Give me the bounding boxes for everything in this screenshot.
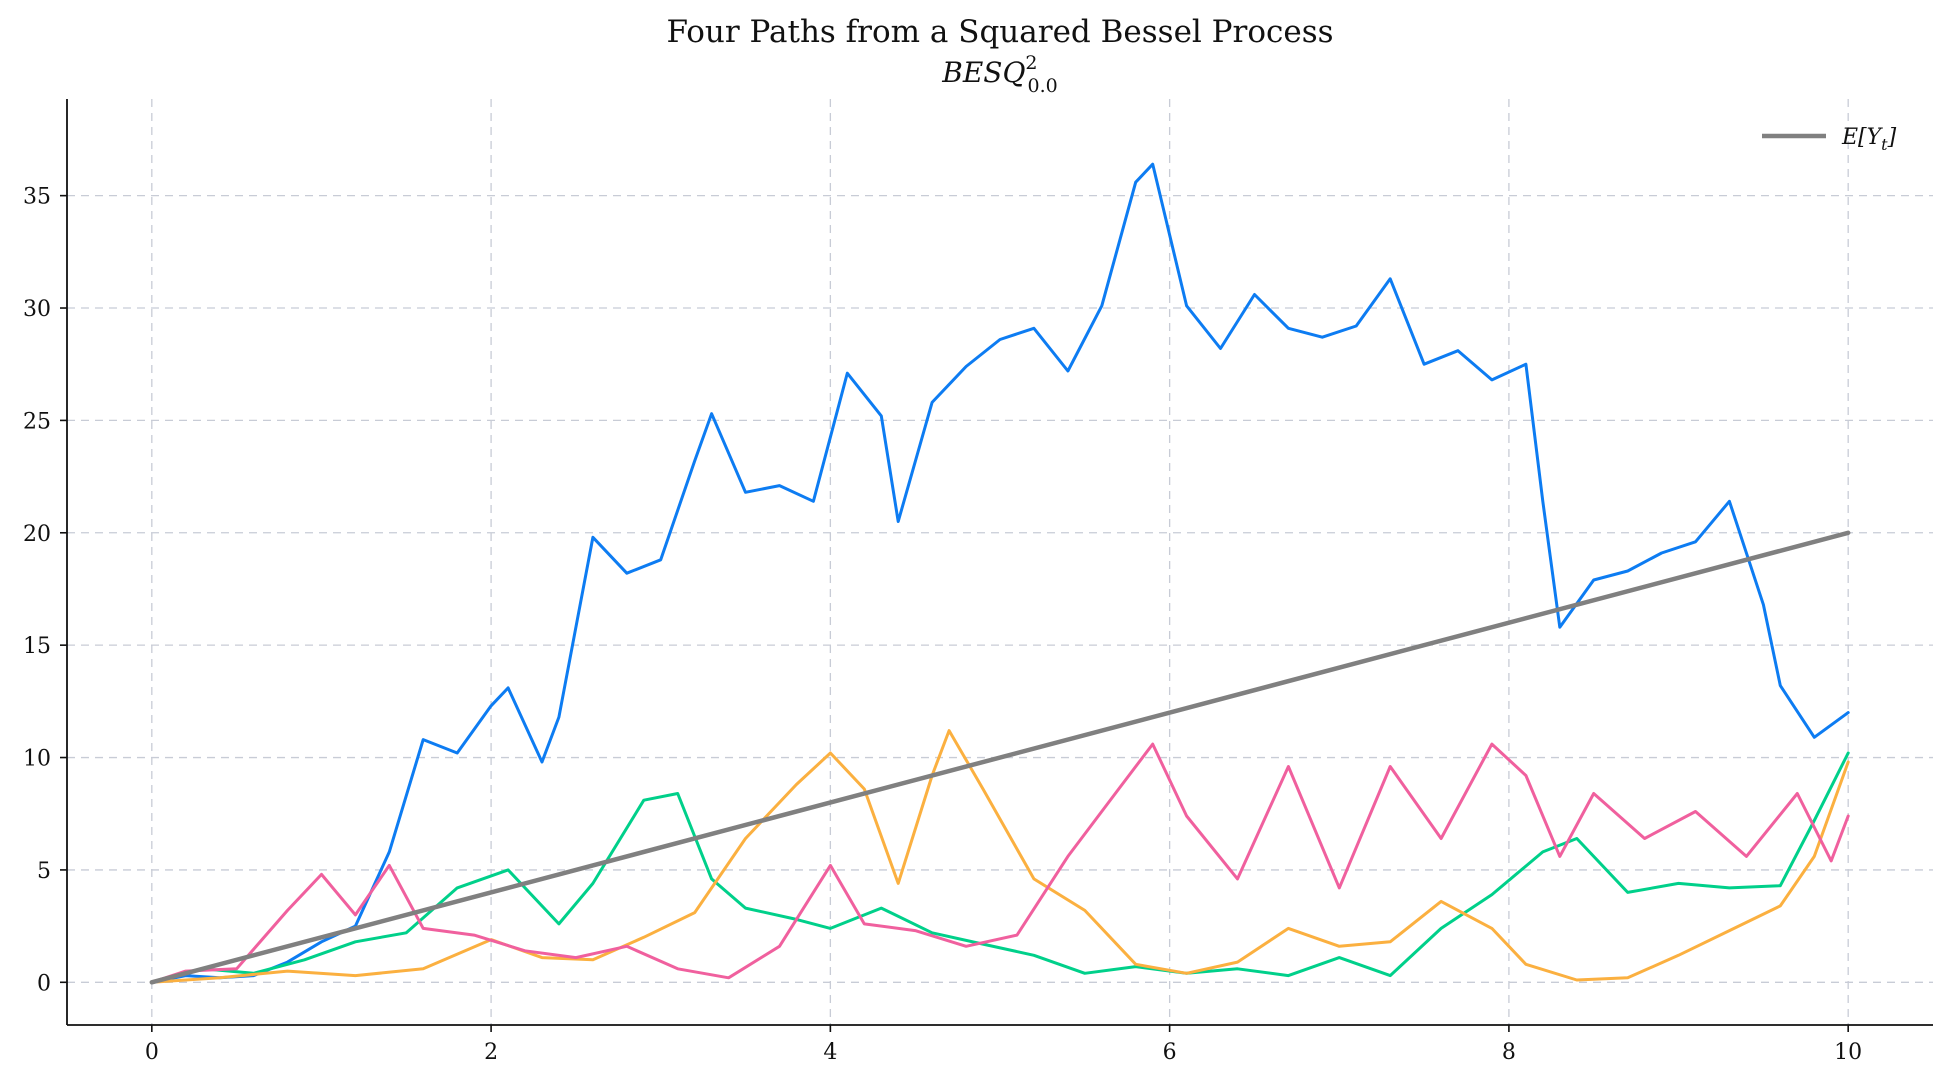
expectation-line	[149, 530, 1851, 985]
legend: E[Yt]	[1762, 125, 1897, 154]
x-tick-label: 0	[145, 1040, 159, 1065]
y-tick-label: 25	[23, 409, 51, 434]
legend-label: E[Yt]	[1841, 125, 1897, 154]
chart-subtitle-sup: 2	[1025, 52, 1037, 74]
y-tick-label: 20	[23, 522, 51, 547]
chart-subtitle: BESQ2 0.0	[941, 52, 1057, 97]
axes-layer	[66, 99, 1933, 1026]
x-tick-label: 4	[823, 1040, 837, 1065]
chart-title: Four Paths from a Squared Bessel Process	[666, 14, 1333, 50]
y-tick-label: 0	[37, 971, 51, 996]
grid-layer	[67, 99, 1933, 1025]
chart-subtitle-base: BESQ	[941, 56, 1025, 89]
path-series-1	[150, 162, 1850, 984]
legend-label-close: ]	[1887, 125, 1897, 150]
x-tick-label: 10	[1834, 1040, 1862, 1065]
y-tick-label: 15	[23, 634, 51, 659]
legend-label-base: E[Y	[1841, 125, 1884, 150]
x-tick-label: 6	[1163, 1040, 1177, 1065]
x-tick-label: 2	[484, 1040, 498, 1065]
chart-subtitle-sub: 0.0	[1028, 75, 1058, 97]
x-tick-label: 8	[1502, 1040, 1516, 1065]
series-layer	[149, 162, 1851, 985]
y-tick-label: 5	[37, 859, 51, 884]
path-series-3	[150, 729, 1850, 984]
y-tick-label: 10	[23, 747, 51, 772]
path-series-2	[150, 751, 1850, 984]
tick-layer: 0 2 4 6 8 10 0 5 10 15 20 25 30 35	[23, 185, 1862, 1065]
path-series-4	[150, 742, 1850, 984]
y-tick-label: 35	[23, 185, 51, 210]
y-tick-label: 30	[23, 297, 51, 322]
legend-label-sub: t	[1881, 135, 1888, 154]
